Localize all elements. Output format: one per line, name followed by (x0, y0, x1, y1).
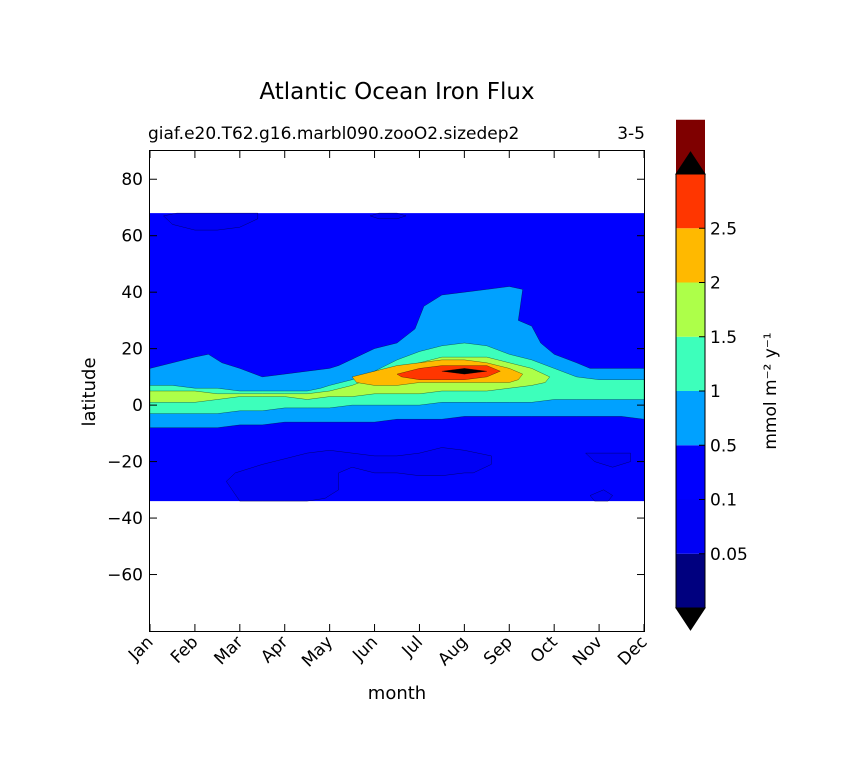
colorbar-tick-label: 1 (710, 382, 721, 402)
x-tick-label: Feb (167, 632, 202, 667)
x-tick-label: Mar (211, 632, 248, 669)
contour-field (149, 212, 645, 502)
contour-region-3 (584, 452, 631, 468)
colorbar-band (676, 282, 705, 337)
x-tick-label: Jun (348, 632, 382, 666)
plot-frame (149, 150, 645, 632)
contour-region-4 (589, 489, 613, 502)
y-tick-label: 40 (121, 283, 143, 303)
y-tick-label: −20 (107, 453, 143, 473)
y-tick-label: −40 (107, 509, 143, 529)
x-tick-label: Dec (614, 632, 651, 669)
y-axis-label: latitude (79, 357, 100, 426)
colorbar-band (676, 553, 705, 608)
colorbar: 0.05 0.1 0.5 1 1.5 2 2.5 (675, 119, 748, 631)
colorbar-tick-label: 2.5 (710, 219, 737, 239)
colorbar-tick-label: 2 (710, 274, 721, 294)
chart-subtitle-left: giaf.e20.T62.g16.marbl090.zooO2.sizedep2 (148, 124, 519, 144)
colorbar-band (676, 499, 705, 554)
y-tick-label: 0 (132, 396, 143, 416)
colorbar-band (676, 228, 705, 283)
colorbar-band (676, 174, 705, 229)
chart-subtitle-right: 3-5 (617, 124, 645, 144)
colorbar-band (676, 445, 705, 500)
x-tick-label: Jan (124, 632, 157, 665)
contour-region-1 (369, 212, 407, 220)
colorbar-tick-label: 0.5 (710, 436, 737, 456)
y-tick-label: 20 (121, 340, 143, 360)
colorbar-tick-label: 0.05 (710, 545, 748, 565)
x-tick-label: Aug (434, 632, 472, 670)
colorbar-tick-label: 1.5 (710, 328, 737, 348)
x-tick-label: Sep (480, 632, 517, 669)
chart-title: Atlantic Ocean Iron Flux (259, 79, 534, 105)
y-tick-label: −60 (107, 566, 143, 586)
contour-region-10 (441, 368, 487, 375)
contour-region-2 (225, 447, 492, 502)
colorbar-label: mmol m⁻² y⁻¹ (761, 332, 781, 449)
colorbar-band (676, 336, 705, 391)
x-tick-label: Jul (398, 632, 427, 661)
contour-region-0 (162, 212, 259, 231)
x-tick-label: Oct (527, 632, 562, 667)
y-tick-label: 80 (121, 170, 143, 190)
contour-region-9 (396, 365, 501, 380)
colorbar-extend-low (675, 607, 706, 631)
colorbar-tick-label: 0.1 (710, 491, 737, 511)
x-tick-label: Nov (569, 632, 607, 670)
x-tick-label: May (298, 632, 337, 671)
x-axis-label: month (368, 683, 426, 704)
y-tick-label: 60 (121, 227, 143, 247)
colorbar-band (676, 391, 705, 446)
x-tick-label: Apr (257, 632, 292, 667)
